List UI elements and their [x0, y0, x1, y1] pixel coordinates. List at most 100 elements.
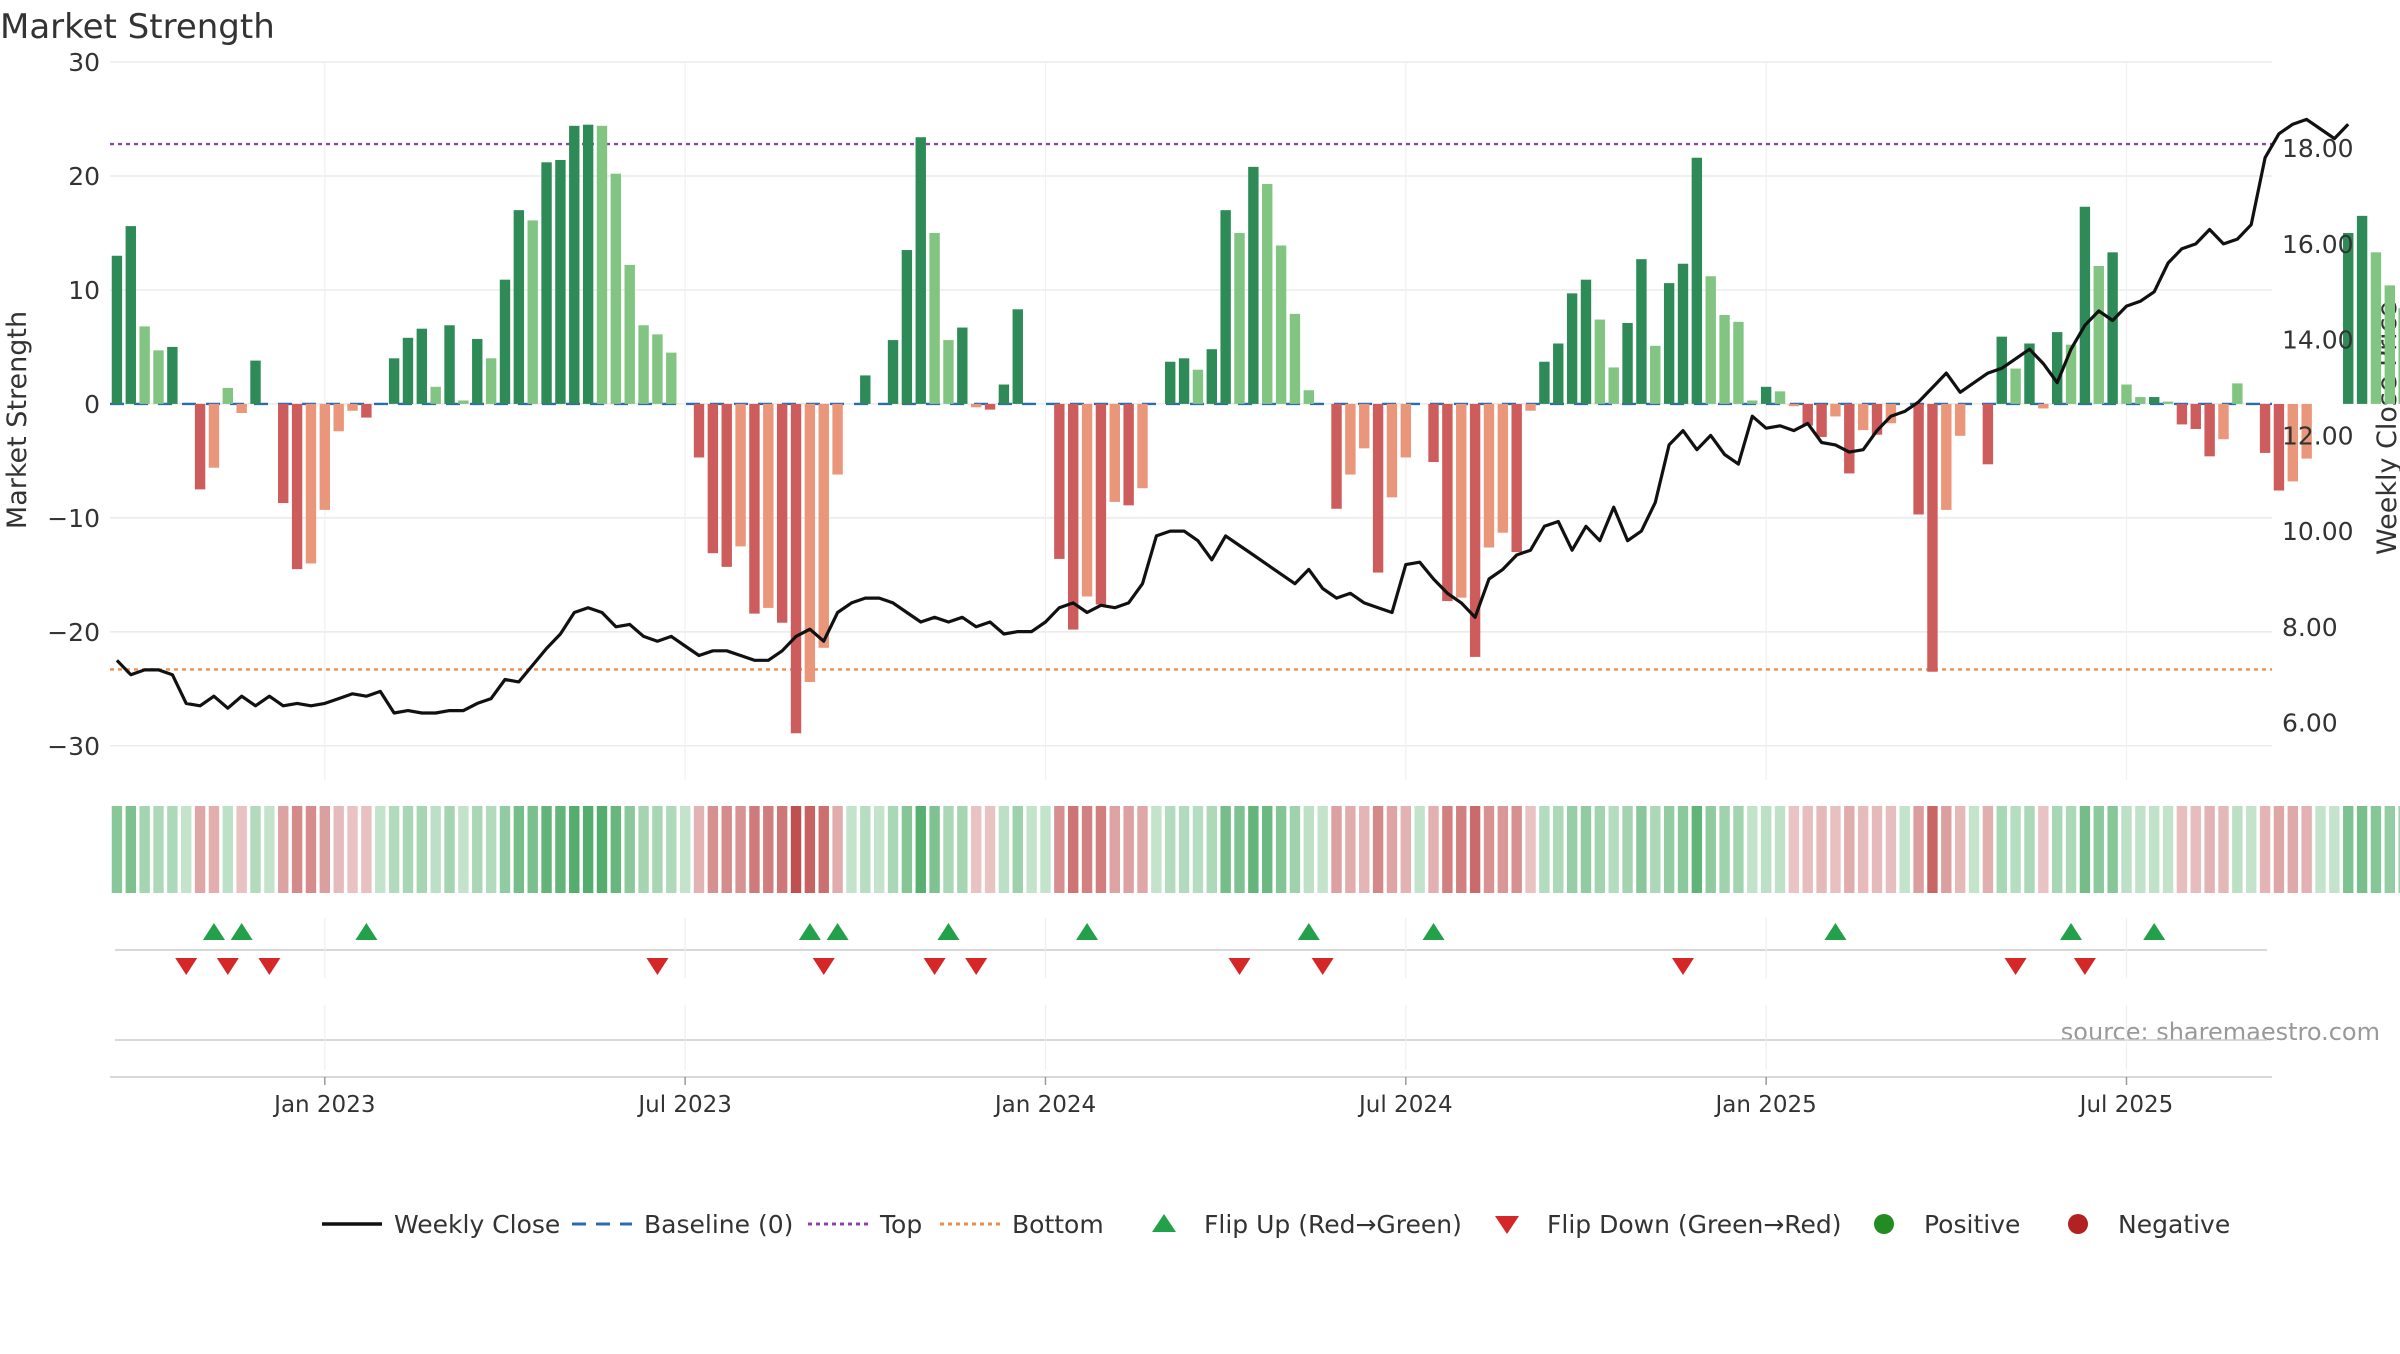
strength-bar	[1747, 400, 1758, 404]
strength-bar	[1497, 403, 1509, 533]
y-left-tick-label: −30	[47, 732, 100, 761]
heatmap-cell	[804, 806, 816, 893]
legend-label: Baseline (0)	[644, 1210, 793, 1239]
heatmap-cell	[1636, 806, 1647, 893]
heatmap-cell	[1733, 806, 1744, 893]
x-tick-label: Jan 2023	[272, 1092, 375, 1118]
heatmap-cell	[222, 806, 233, 893]
legend-item: Negative	[2068, 1210, 2230, 1239]
strength-bar	[2398, 308, 2400, 404]
heatmap-cell	[111, 806, 123, 893]
heatmap-cell	[1844, 806, 1855, 893]
strength-bar	[1054, 403, 1065, 559]
strength-bar	[1622, 322, 1633, 404]
heatmap-cell	[1719, 806, 1730, 893]
strength-bar	[1137, 403, 1148, 489]
strength-bar	[2259, 403, 2271, 453]
heatmap-cell	[2121, 806, 2132, 893]
strength-bar	[167, 346, 178, 404]
strength-bar	[2204, 403, 2215, 457]
legend-item: Bottom	[940, 1210, 1104, 1239]
strength-bar	[721, 403, 732, 567]
strength-bar	[1539, 361, 1550, 404]
heatmap-cell	[541, 806, 552, 893]
heatmap-cell	[1525, 806, 1536, 893]
strength-bar	[2065, 344, 2077, 404]
strength-bar	[2176, 403, 2188, 425]
strength-bar	[2232, 383, 2243, 404]
heatmap-cell	[1165, 806, 1176, 893]
heatmap-cell	[1220, 806, 1231, 893]
heatmap-cell	[1857, 806, 1869, 893]
reference-lines	[110, 142, 2272, 671]
strength-bar	[1580, 279, 1592, 404]
heatmap-cell	[1262, 806, 1273, 893]
heatmap-cell	[485, 806, 497, 893]
strength-bar	[2135, 397, 2146, 404]
strength-bar	[222, 387, 233, 404]
strength-bar	[1816, 403, 1827, 437]
strength-bar	[430, 386, 441, 404]
strength-bar	[1663, 283, 1675, 404]
strength-bar	[485, 358, 497, 404]
strength-bar	[1372, 403, 1384, 573]
heatmap-cell	[2135, 806, 2146, 893]
strength-bar	[1456, 403, 1467, 598]
heatmap-cell	[693, 806, 705, 893]
legend-item: Baseline (0)	[572, 1210, 793, 1239]
strength-bar	[1760, 386, 1772, 404]
heatmap-cell	[1816, 806, 1827, 893]
strength-bar	[278, 403, 289, 504]
flip-up-marker	[2060, 923, 2083, 940]
heatmap-cell	[970, 806, 982, 893]
flip-down-marker	[812, 958, 835, 975]
y-axis-left-label: Market Strength	[2, 311, 33, 529]
strength-bar	[1331, 403, 1342, 509]
heatmap-cell	[153, 806, 164, 893]
heatmap-cell	[846, 806, 857, 893]
heatmap-cell	[1192, 806, 1204, 893]
heatmap-cell	[361, 806, 372, 893]
heatmap-cell	[1386, 806, 1398, 893]
heatmap-cell	[1040, 806, 1051, 893]
heatmap-cell	[347, 806, 358, 893]
strength-bar	[1289, 313, 1301, 404]
strength-bar	[998, 384, 1010, 404]
heatmap-cell	[2065, 806, 2077, 893]
heatmap-cell	[1151, 806, 1162, 893]
heatmap-cell	[1747, 806, 1758, 893]
heatmap-cell	[388, 806, 400, 893]
strength-bar	[1178, 358, 1190, 404]
source-watermark: source: sharemaestro.com	[2061, 1018, 2380, 1046]
y-right-tick-label: 16.00	[2282, 230, 2354, 259]
heatmap-cell	[624, 806, 635, 893]
strength-bar	[582, 124, 594, 404]
heatmap-cell	[278, 806, 289, 893]
x-tick-label: Jul 2024	[1357, 1092, 1453, 1118]
y-axis-right-ticks: 18.00 16.00 14.00 12.00 10.00 8.00 6.00	[2282, 134, 2354, 737]
heatmap-cell	[2024, 806, 2035, 893]
strength-bar	[1677, 263, 1689, 404]
strength-bar	[347, 403, 358, 411]
strength-bar	[1109, 403, 1120, 502]
heatmap-cell	[679, 806, 691, 893]
strength-bar	[291, 403, 303, 570]
y-right-tick-label: 12.00	[2282, 421, 2354, 450]
strength-bar	[416, 328, 428, 404]
heatmap-cell	[1677, 806, 1689, 893]
strength-bar	[333, 403, 344, 432]
heatmap-cell	[2051, 806, 2063, 893]
heatmap-cell	[167, 806, 178, 893]
strength-bar	[2162, 401, 2174, 404]
heatmap-cell	[1511, 806, 1522, 893]
heatmap-cell	[998, 806, 1010, 893]
strength-bar	[707, 403, 719, 554]
y-left-tick-label: 10	[68, 276, 100, 305]
heatmap-cell	[1580, 806, 1592, 893]
heatmap-cell	[194, 806, 206, 893]
heatmap-cell	[125, 806, 136, 893]
strength-bar	[458, 400, 469, 404]
heatmap-cell	[2107, 806, 2118, 893]
strength-bar	[1608, 367, 1619, 404]
heatmap-cell	[984, 806, 996, 893]
